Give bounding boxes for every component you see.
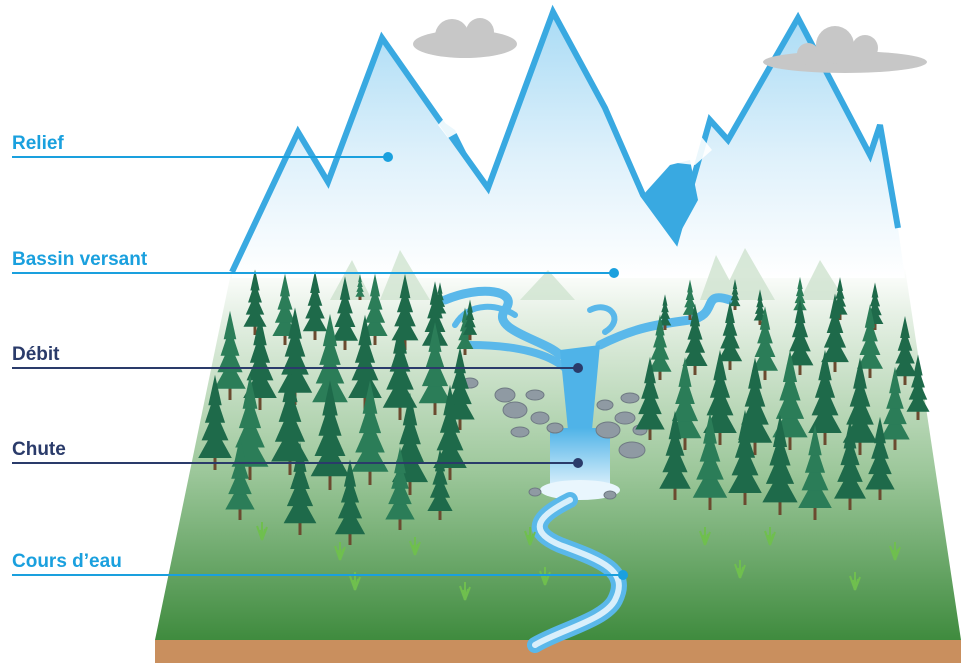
ground-strip [155,640,961,663]
label-chute: Chute [12,439,66,461]
marker-chute [573,458,583,468]
label-cours-d-eau: Cours d’eau [12,551,122,573]
cloud-left [413,18,517,58]
marker-relief [383,152,393,162]
marker-cours [618,570,628,580]
label-bassin-versant: Bassin versant [12,249,147,271]
marker-bassin [609,268,619,278]
marker-debit [573,363,583,373]
label-relief: Relief [12,133,64,155]
label-debit: Débit [12,344,60,366]
